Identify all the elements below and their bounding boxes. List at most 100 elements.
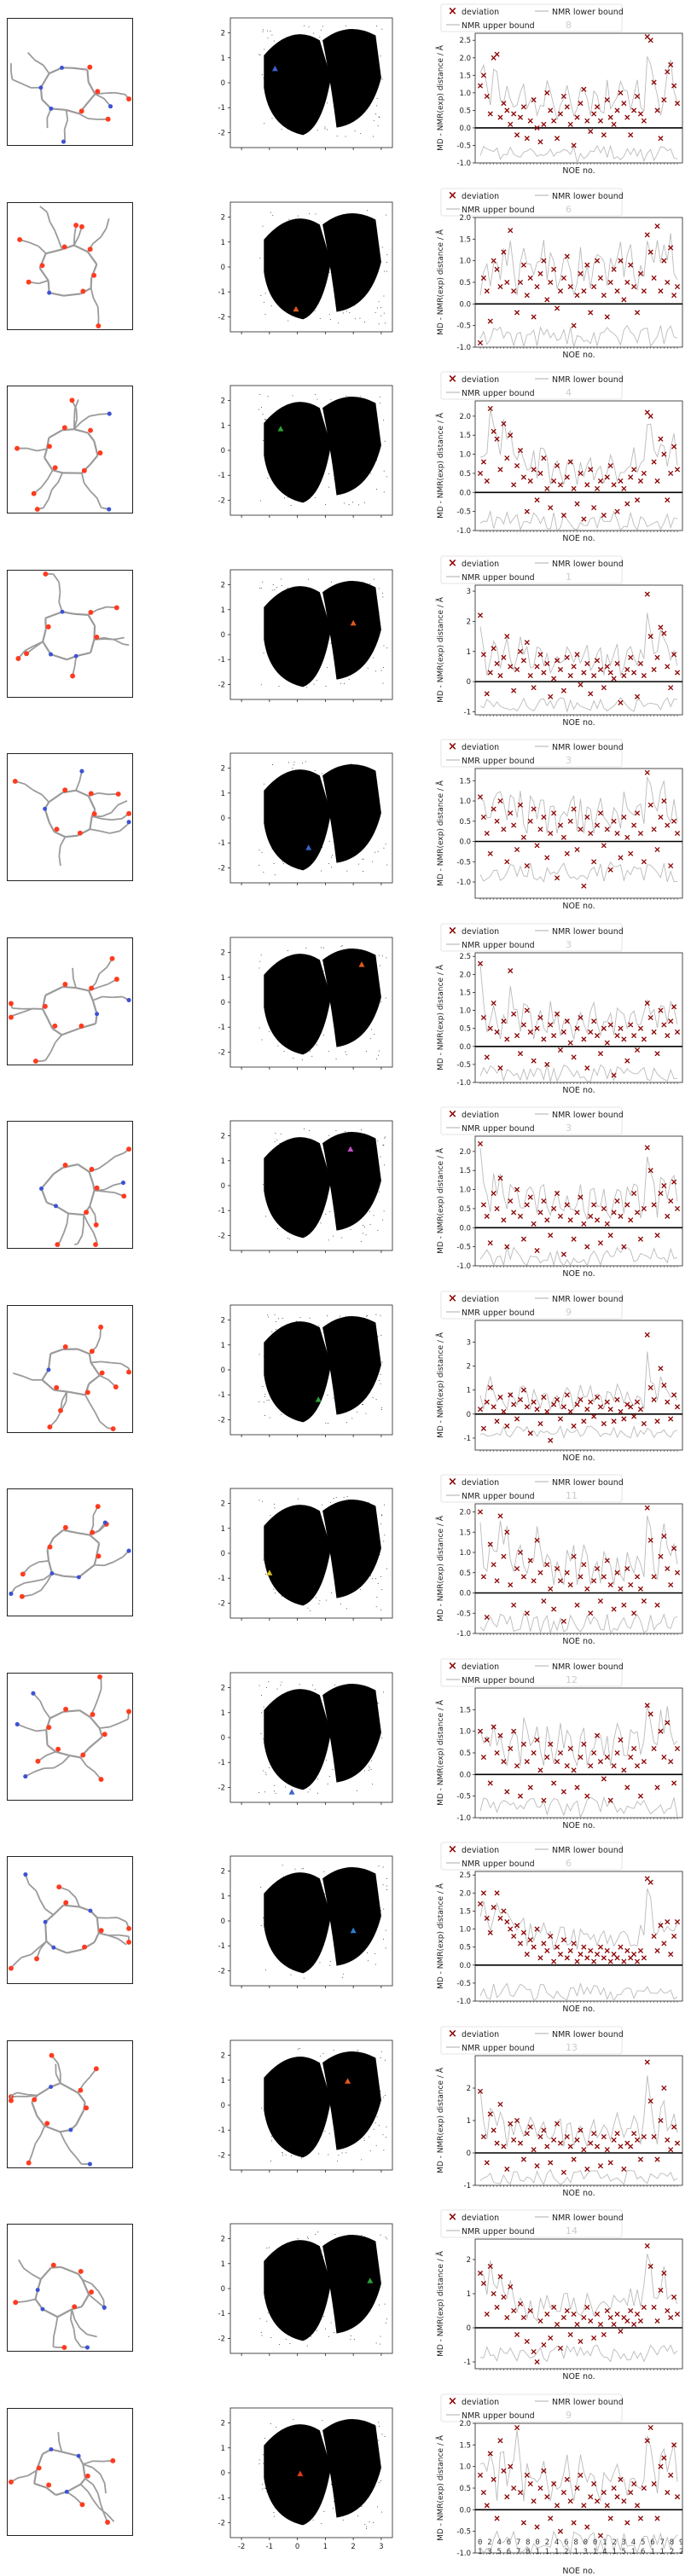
nitrogen-atom (121, 1181, 125, 1185)
molecule-bond (41, 1582, 47, 1590)
density-point (319, 618, 320, 619)
density-point (258, 54, 259, 55)
density-point (287, 497, 288, 498)
density-point (380, 315, 381, 316)
legend-label-lower: NMR lower bound (552, 192, 624, 201)
density-point (329, 1965, 330, 1966)
density-point (293, 1405, 294, 1406)
y-tick-label: -1.0 (456, 1079, 471, 1088)
molecule-bond (95, 1933, 99, 1942)
density-point (317, 1213, 318, 1214)
density-point (360, 396, 361, 397)
density-point (378, 1054, 379, 1055)
density-point (324, 1871, 325, 1872)
molecule-bond (97, 606, 107, 610)
density-point (275, 826, 276, 827)
density-point (261, 407, 262, 408)
density-point (316, 836, 317, 837)
density-point (322, 1910, 323, 1911)
density-point (312, 1904, 313, 1905)
density-point (272, 118, 273, 119)
molecule-bond (12, 79, 21, 84)
molecule-bond (61, 837, 66, 845)
legend-label-deviation: deviation (462, 1295, 499, 1304)
oxygen-atom (84, 1210, 89, 1215)
density-point (274, 109, 275, 110)
molecule-bond (77, 409, 78, 420)
oxygen-atom (47, 444, 52, 449)
density-point (280, 76, 281, 77)
density-point (358, 864, 359, 865)
nitrogen-atom (74, 653, 78, 658)
density-point (361, 1163, 362, 1164)
molecule-bond (49, 430, 62, 438)
density-point (329, 841, 330, 842)
molecule-bond (119, 1935, 129, 1937)
density-point (316, 808, 317, 809)
density-point (374, 578, 375, 579)
density-point (329, 271, 330, 272)
density-point (319, 626, 320, 627)
oxygen-atom (93, 1242, 98, 1247)
y-tick-label: -1 (218, 1391, 225, 1400)
density-point (295, 236, 296, 237)
density-point (329, 1776, 330, 1777)
density-point (308, 1928, 309, 1929)
density-point (380, 1335, 381, 1336)
panel-title: 3 (566, 1123, 572, 1134)
density-point (368, 1936, 369, 1937)
density-point (327, 102, 328, 103)
density-point (265, 314, 266, 315)
oxygen-atom (97, 450, 102, 455)
y-tick-label: 2 (221, 213, 225, 222)
density-point (299, 37, 300, 38)
nitrogen-atom (46, 1367, 50, 1372)
molecule-bond (118, 1939, 126, 1945)
density-point (278, 1318, 279, 1319)
oxygen-atom (88, 428, 93, 433)
density-point (321, 30, 322, 31)
density-point (317, 1749, 318, 1750)
density-point (328, 1135, 329, 1136)
density-point (361, 66, 362, 67)
density-point (316, 798, 317, 799)
density-point (298, 1341, 299, 1342)
density-point (370, 1941, 371, 1942)
density-point (300, 1317, 301, 1318)
molecule-bond (54, 1762, 62, 1767)
y-tick-label: 1.0 (459, 1926, 471, 1935)
molecule-bond (49, 221, 55, 229)
density-point (287, 950, 288, 951)
projection-density-plot: 210-1-2 (200, 922, 405, 1105)
density-point (376, 1399, 377, 1400)
density-point (286, 1557, 287, 1558)
y-tick-label: 0 (221, 1182, 225, 1191)
density-point (379, 954, 380, 955)
density-point (348, 774, 349, 775)
density-point (263, 1917, 264, 1918)
density-point (340, 97, 341, 98)
density-point (278, 983, 279, 984)
density-point (374, 120, 375, 121)
legend-entry: ×deviation (448, 1108, 499, 1121)
molecule-bond (90, 1403, 96, 1412)
molecule-bond (65, 120, 68, 130)
y-tick-label: 1.5 (459, 1706, 471, 1714)
density-point (349, 230, 350, 231)
molecule-bond (46, 1730, 47, 1745)
density-point (338, 1559, 339, 1560)
molecule-bond (14, 1012, 23, 1015)
nitrogen-atom (107, 507, 111, 511)
density-point (289, 1575, 290, 1576)
density-point (297, 1554, 298, 1555)
density-point (291, 789, 292, 790)
molecule-bond (121, 1363, 129, 1367)
legend-marker-deviation: × (448, 5, 457, 18)
density-point (310, 275, 311, 276)
